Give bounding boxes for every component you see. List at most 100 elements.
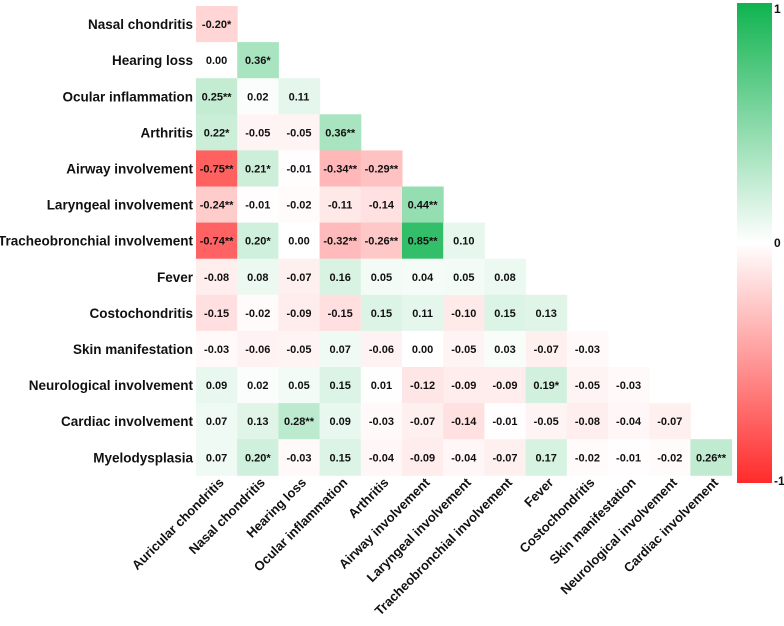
cell-value-label: 0.00	[288, 236, 309, 248]
cell-value-label: -0.14	[369, 200, 395, 212]
cell-value-label: 0.13	[535, 308, 556, 320]
cell-value-label: -0.04	[616, 416, 642, 428]
heatmap-cell-arthritis-ocular-inflammation	[319, 114, 362, 151]
cell-value-label: 0.44**	[408, 200, 439, 212]
cell-value-label: 0.07	[329, 344, 350, 356]
heatmap-cell-cardiac-involvement-laryngeal-involvement	[443, 403, 485, 440]
heatmap-cell-cardiac-involvement-neurological-involvement	[649, 403, 691, 440]
cell-value-label: -0.29**	[365, 163, 399, 175]
cell-value-label: -0.06	[369, 344, 394, 356]
cell-value-label: -0.03	[369, 416, 394, 428]
cell-value-label: -0.12	[410, 380, 435, 392]
cell-value-label: 0.07	[206, 452, 227, 464]
cell-value-label: 0.22*	[204, 127, 230, 139]
heatmap-cell-arthritis-auricular-chondritis	[196, 114, 238, 151]
heatmap-cell-neurological-involvement-nasal-chondritis	[237, 367, 279, 404]
cell-value-label: 0.05	[288, 380, 309, 392]
colorbar-gradient	[737, 3, 772, 483]
cell-value-label: -0.74**	[200, 236, 234, 248]
heatmap-cell-myelodysplasia-costochondritis	[566, 439, 609, 476]
cell-value-label: 0.09	[206, 380, 227, 392]
cell-value-label: 0.15	[371, 308, 392, 320]
heatmap-cell-tracheobronchial-involvement-auricular-chondritis	[196, 222, 238, 260]
cell-value-label: -0.07	[492, 452, 517, 464]
heatmap-cell-myelodysplasia-airway-involvement	[402, 439, 444, 476]
heatmap-cell-airway-involvement-ocular-inflammation	[319, 150, 362, 187]
heatmap-cell-neurological-involvement-hearing-loss	[278, 367, 321, 404]
heatmap-cell-myelodysplasia-auricular-chondritis	[196, 439, 238, 476]
cell-value-label: 0.15	[329, 452, 350, 464]
cell-value-label: 0.11	[412, 308, 433, 320]
heatmap-cell-cardiac-involvement-hearing-loss	[278, 403, 321, 440]
heatmap-cell-airway-involvement-hearing-loss	[278, 150, 321, 187]
heatmap-cells: -0.20* 0.00 0.36* 0.25** 0.02 0.11 0.22* -0.05 -…	[196, 6, 733, 476]
heatmap-cell-skin-manifestation-laryngeal-involvement	[443, 330, 485, 368]
heatmap-cell-laryngeal-involvement-ocular-inflammation	[319, 186, 362, 224]
cell-value-label: 0.28**	[284, 416, 315, 428]
heatmap-cell-costochondritis-hearing-loss	[278, 294, 321, 332]
heatmap-cell-skin-manifestation-tracheobronchial-involvement	[484, 330, 527, 368]
heatmap-cell-neurological-involvement-skin-manifestation	[608, 367, 650, 404]
row-label-nasal-chondritis: Nasal chondritis	[88, 17, 193, 32]
cell-value-label: -0.01	[492, 416, 517, 428]
cell-value-label: -0.04	[369, 452, 395, 464]
cell-value-label: 0.16	[329, 272, 350, 284]
cell-value-label: 0.05	[453, 272, 474, 284]
heatmap-cell-myelodysplasia-arthritis	[360, 439, 403, 476]
heatmap-cell-ocular-inflammation-hearing-loss	[278, 78, 321, 115]
cell-value-label: -0.03	[204, 344, 229, 356]
heatmap-cell-costochondritis-airway-involvement	[402, 294, 444, 332]
heatmap-cell-fever-auricular-chondritis	[196, 258, 238, 296]
heatmap-cell-airway-involvement-arthritis	[360, 150, 403, 187]
cell-value-label: -0.15	[328, 308, 353, 320]
row-label-costochondritis: Costochondritis	[90, 306, 194, 321]
cell-value-label: -0.09	[286, 308, 311, 320]
heatmap-cell-hearing-loss-nasal-chondritis	[237, 42, 279, 79]
heatmap-cell-cardiac-involvement-nasal-chondritis	[237, 403, 279, 440]
cell-value-label: -0.02	[575, 452, 600, 464]
cell-value-label: -0.05	[451, 344, 476, 356]
cell-value-label: 0.02	[247, 380, 268, 392]
cell-value-label: 0.17	[535, 452, 556, 464]
cell-value-label: -0.07	[410, 416, 435, 428]
heatmap-cell-skin-manifestation-hearing-loss	[278, 330, 321, 368]
heatmap-cell-costochondritis-auricular-chondritis	[196, 294, 238, 332]
heatmap-cell-neurological-involvement-airway-involvement	[402, 367, 444, 404]
heatmap-cell-fever-laryngeal-involvement	[443, 258, 485, 296]
heatmap-cell-costochondritis-tracheobronchial-involvement	[484, 294, 527, 332]
cell-value-label: -0.09	[410, 452, 435, 464]
heatmap-cell-tracheobronchial-involvement-laryngeal-involvement	[443, 222, 485, 260]
heatmap-cell-myelodysplasia-skin-manifestation	[608, 439, 650, 476]
cell-value-label: 0.02	[247, 91, 268, 103]
cell-value-label: -0.02	[657, 452, 682, 464]
cell-value-label: 0.08	[247, 272, 268, 284]
cell-value-label: -0.02	[245, 308, 270, 320]
heatmap-cell-neurological-involvement-fever	[525, 367, 568, 404]
heatmap-cell-laryngeal-involvement-arthritis	[360, 186, 403, 224]
cell-value-label: -0.08	[575, 416, 600, 428]
cell-value-label: 0.15	[329, 380, 350, 392]
heatmap-cell-neurological-involvement-ocular-inflammation	[319, 367, 362, 404]
row-label-airway-involvement: Airway involvement	[66, 161, 193, 176]
row-labels: Nasal chondritis Hearing loss Ocular infla…	[0, 17, 194, 465]
cell-value-label: -0.02	[286, 200, 311, 212]
heatmap-cell-cardiac-involvement-arthritis	[360, 403, 403, 440]
row-label-myelodysplasia: Myelodysplasia	[93, 450, 193, 465]
heatmap-cell-tracheobronchial-involvement-airway-involvement	[402, 222, 444, 260]
heatmap-cell-skin-manifestation-airway-involvement	[402, 330, 444, 368]
cell-value-label: 0.03	[494, 344, 515, 356]
heatmap-cell-costochondritis-fever	[525, 294, 568, 332]
heatmap-cell-cardiac-involvement-costochondritis	[566, 403, 609, 440]
heatmap-cell-skin-manifestation-ocular-inflammation	[319, 330, 362, 368]
cell-value-label: -0.03	[616, 380, 641, 392]
heatmap-cell-fever-hearing-loss	[278, 258, 321, 296]
heatmap-cell-ocular-inflammation-auricular-chondritis	[196, 78, 238, 115]
heatmap-cell-fever-arthritis	[360, 258, 403, 296]
row-label-laryngeal-involvement: Laryngeal involvement	[47, 198, 194, 213]
row-label-hearing-loss: Hearing loss	[112, 53, 193, 68]
cell-value-label: -0.05	[286, 344, 311, 356]
heatmap-cell-cardiac-involvement-tracheobronchial-involvement	[484, 403, 527, 440]
cell-value-label: -0.01	[616, 452, 641, 464]
